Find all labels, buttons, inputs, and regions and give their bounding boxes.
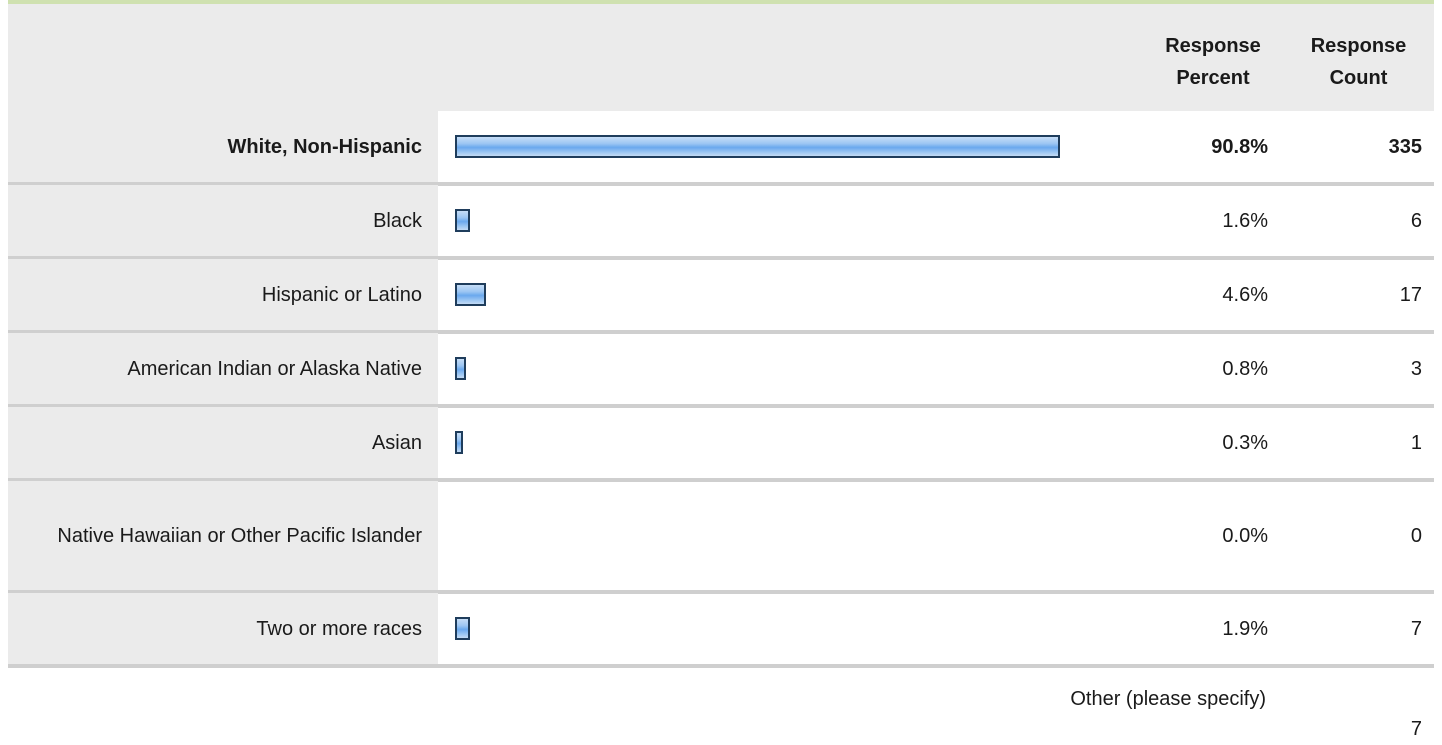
response-count: 3 [1410, 358, 1422, 380]
table-row: American Indian or Alaska Native 0.8% 3 [8, 333, 1434, 404]
header-count-line2: Count [1329, 67, 1388, 89]
answer-label-cell: Hispanic or Latino [8, 259, 438, 330]
response-bar [455, 135, 1060, 158]
response-count: 6 [1410, 210, 1422, 232]
row-separator [8, 256, 1434, 260]
table-header: Response Percent Response Count [8, 4, 1434, 111]
response-count: 335 [1388, 136, 1422, 158]
answer-label-cell: Black [8, 185, 438, 256]
response-percent: 0.8% [1222, 358, 1268, 380]
table-row: Native Hawaiian or Other Pacific Islande… [8, 481, 1434, 590]
top-rule [8, 0, 1434, 4]
other-specify-label[interactable]: Other (please specify) [1070, 688, 1266, 710]
header-percent-line2: Percent [1176, 67, 1250, 89]
response-bar [455, 431, 463, 454]
answer-label-cell: White, Non-Hispanic [8, 111, 438, 182]
header-response-count: Response Count [1286, 30, 1431, 94]
response-percent: 90.8% [1211, 136, 1268, 158]
row-separator [8, 590, 1434, 594]
other-specify-count: 7 [1410, 718, 1422, 740]
table-row: Two or more races 1.9% 7 [8, 593, 1434, 664]
response-percent: 1.6% [1222, 210, 1268, 232]
response-bar [455, 209, 470, 232]
answer-label: Native Hawaiian or Other Pacific Islande… [57, 524, 422, 547]
row-separator [8, 330, 1434, 334]
row-separator [8, 478, 1434, 482]
response-bar [455, 617, 470, 640]
header-response-percent: Response Percent [1148, 30, 1278, 94]
header-percent-line1: Response [1165, 35, 1261, 57]
table-row: Black 1.6% 6 [8, 185, 1434, 256]
response-percent: 0.0% [1222, 525, 1268, 547]
answer-label-cell: Native Hawaiian or Other Pacific Islande… [8, 481, 438, 590]
answer-label: Asian [371, 431, 422, 454]
response-count: 17 [1399, 284, 1422, 306]
response-count: 0 [1410, 525, 1422, 547]
response-percent: 4.6% [1222, 284, 1268, 306]
answer-label-cell: Two or more races [8, 593, 438, 664]
table-row: Hispanic or Latino 4.6% 17 [8, 259, 1434, 330]
answer-label: Black [373, 209, 422, 232]
response-bar [455, 357, 466, 380]
response-count: 1 [1410, 432, 1422, 454]
answer-label: Two or more races [256, 617, 422, 640]
row-separator [8, 404, 1434, 408]
table-row: Asian 0.3% 1 [8, 407, 1434, 478]
response-count: 7 [1410, 618, 1422, 640]
survey-results-table: Response Percent Response Count White, N… [8, 0, 1434, 740]
answer-label: Hispanic or Latino [261, 283, 422, 306]
answer-label: White, Non-Hispanic [227, 135, 422, 158]
header-count-line1: Response [1310, 35, 1407, 57]
table-row: White, Non-Hispanic 90.8% 335 [8, 111, 1434, 182]
row-separator [8, 664, 1434, 668]
answer-label: American Indian or Alaska Native [127, 357, 422, 380]
response-bar [455, 283, 486, 306]
answer-label-cell: Asian [8, 407, 438, 478]
answer-label-cell: American Indian or Alaska Native [8, 333, 438, 404]
response-percent: 1.9% [1222, 618, 1268, 640]
row-separator [8, 182, 1434, 186]
response-percent: 0.3% [1222, 432, 1268, 454]
